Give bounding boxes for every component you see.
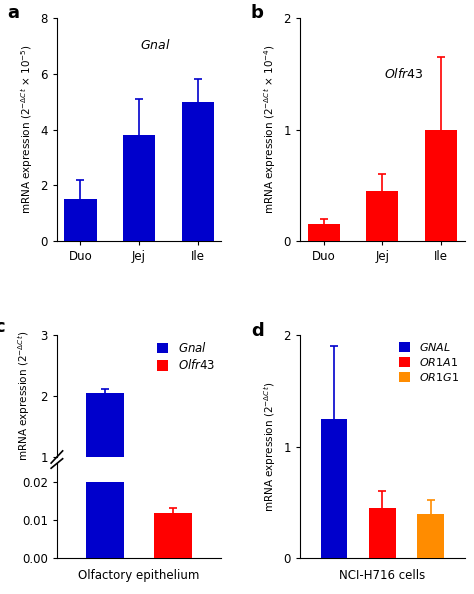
Text: a: a (8, 4, 19, 23)
X-axis label: NCI-H716 cells: NCI-H716 cells (339, 569, 426, 582)
Bar (86, 393, 124, 518)
Bar (64, 200, 97, 241)
Bar (321, 419, 347, 558)
X-axis label: Olfactory epithelium: Olfactory epithelium (78, 569, 200, 582)
Y-axis label: mRNA expression (2$^{-\Delta Ct}$ × 10$^{-4}$): mRNA expression (2$^{-\Delta Ct}$ × 10$^… (262, 45, 278, 214)
Bar (155, 513, 192, 558)
Bar (425, 129, 457, 241)
Bar (369, 508, 396, 558)
Bar (308, 225, 340, 241)
Text: b: b (251, 4, 264, 23)
Bar (86, 482, 124, 558)
Legend: $\it{GNAL}$, $\it{OR1A1}$, $\it{OR1G1}$: $\it{GNAL}$, $\it{OR1A1}$, $\it{OR1G1}$ (399, 340, 459, 383)
Y-axis label: mRNA expression (2$^{-\Delta Ct}$): mRNA expression (2$^{-\Delta Ct}$) (16, 331, 32, 461)
Text: d: d (251, 321, 264, 340)
Y-axis label: mRNA expression (2$^{-\Delta Ct}$ × 10$^{-5}$): mRNA expression (2$^{-\Delta Ct}$ × 10$^… (19, 45, 35, 214)
Legend: $\it{Gnal}$, $\it{Olfr43}$: $\it{Gnal}$, $\it{Olfr43}$ (157, 341, 215, 372)
Bar (418, 514, 444, 558)
Text: c: c (0, 318, 5, 336)
Bar (123, 135, 155, 241)
Y-axis label: mRNA expression (2$^{-\Delta Ct}$): mRNA expression (2$^{-\Delta Ct}$) (262, 381, 278, 512)
Text: $\it{Olfr43}$: $\it{Olfr43}$ (384, 67, 424, 81)
Text: $\it{Gnal}$: $\it{Gnal}$ (140, 37, 171, 52)
Bar (366, 191, 399, 241)
Bar (182, 102, 214, 241)
